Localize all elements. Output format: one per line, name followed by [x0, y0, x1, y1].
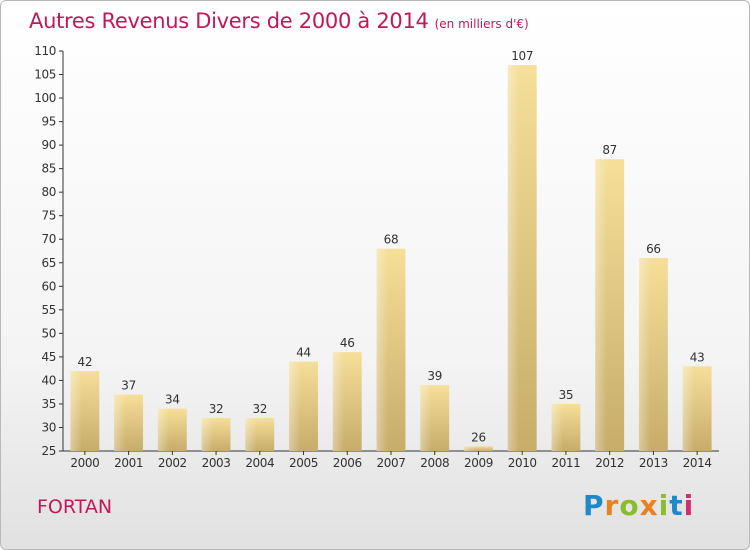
logo-letter: i	[683, 489, 695, 522]
y-tick-label: 75	[42, 209, 56, 223]
bar-value-label: 107	[511, 49, 533, 63]
x-tick-label: 2005	[289, 456, 318, 470]
bar-value-label: 39	[427, 369, 442, 383]
y-tick-label: 95	[42, 115, 56, 129]
bar-value-label: 35	[559, 388, 574, 402]
bar-highlight	[332, 352, 345, 451]
x-tick-label: 2006	[333, 456, 362, 470]
y-tick-label: 30	[42, 420, 56, 434]
x-tick-label: 2001	[114, 456, 143, 470]
bar-highlight	[507, 65, 520, 451]
y-tick-label: 35	[42, 397, 56, 411]
bar-highlight	[201, 418, 214, 451]
bar-value-label: 37	[121, 379, 136, 393]
x-tick-label: 2009	[464, 456, 493, 470]
y-tick-label: 90	[42, 138, 56, 152]
x-axis: 2000 2001 2002 2003 2004 2005 2006 2007 2008 2009…	[63, 450, 719, 470]
bar-value-label: 44	[296, 346, 311, 360]
x-tick-label: 2007	[377, 456, 406, 470]
bar-highlight	[638, 258, 651, 451]
y-tick-label: 45	[42, 350, 56, 364]
logo-letter: r	[604, 489, 620, 522]
x-tick-label: 2003	[202, 456, 231, 470]
bar-highlight	[114, 394, 126, 451]
y-tick-label: 110	[34, 44, 56, 58]
bar-highlight	[376, 248, 389, 451]
bar-value-label: 42	[78, 355, 93, 369]
x-tick-label: 2011	[551, 456, 580, 470]
logo-letter: x	[639, 489, 659, 522]
proxiti-logo: Proxiti	[583, 489, 694, 522]
bar-value-label: 68	[384, 233, 399, 247]
x-tick-label: 2013	[639, 456, 668, 470]
bar-value-label: 66	[646, 242, 661, 256]
x-tick-label: 2012	[595, 456, 624, 470]
logo-letter: t	[669, 489, 684, 522]
y-tick-label: 105	[34, 68, 56, 82]
y-tick-label: 25	[42, 444, 56, 458]
bar-value-label: 32	[209, 402, 224, 416]
bar-value-label: 32	[252, 402, 267, 416]
bar-highlight	[289, 361, 301, 451]
y-tick-label: 70	[42, 232, 56, 246]
y-tick-label: 65	[42, 256, 56, 270]
x-tick-label: 2004	[245, 456, 274, 470]
bar-highlight	[682, 366, 695, 451]
bar-highlight	[464, 446, 476, 451]
bar-highlight	[157, 408, 170, 451]
x-tick-label: 2014	[683, 456, 712, 470]
bar-value-label: 87	[602, 143, 617, 157]
place-name: FORTAN	[37, 496, 113, 518]
chart-title: Autres Revenus Divers de 2000 à 2014 (en …	[29, 9, 529, 33]
y-tick-label: 55	[42, 303, 56, 317]
bar-highlight	[245, 418, 257, 451]
bars: 42 37 34 32 32 44 46 68 39 26 107 35 87 66 43	[70, 49, 712, 451]
y-tick-label: 60	[42, 279, 56, 293]
y-tick-label: 40	[42, 373, 56, 387]
bar-highlight	[595, 159, 607, 451]
x-tick-label: 2008	[420, 456, 449, 470]
y-axis: 25 30 35 40 45 50 55 60 65 70 75 80 85 90 95 100 105 110	[34, 44, 64, 458]
x-tick-label: 2010	[508, 456, 537, 470]
logo-letter: i	[658, 489, 670, 522]
logo-letter: P	[583, 489, 605, 522]
y-tick-label: 85	[42, 162, 56, 176]
y-tick-label: 80	[42, 185, 56, 199]
bar-value-label: 46	[340, 336, 355, 350]
title-unit: (en milliers d'€)	[434, 17, 529, 31]
y-tick-label: 50	[42, 326, 56, 340]
y-tick-label: 100	[34, 91, 56, 105]
bar-highlight	[70, 371, 82, 451]
bar-value-label: 34	[165, 393, 180, 407]
bar-highlight	[551, 403, 564, 451]
bar-highlight	[420, 385, 432, 451]
logo-letter: o	[619, 489, 640, 522]
x-tick-label: 2002	[158, 456, 187, 470]
bar-value-label: 43	[690, 350, 705, 364]
bar-value-label: 26	[471, 430, 486, 444]
title-text: Autres Revenus Divers de 2000 à 2014	[29, 9, 429, 33]
bar-2009	[464, 446, 493, 451]
x-tick-label: 2000	[70, 456, 99, 470]
